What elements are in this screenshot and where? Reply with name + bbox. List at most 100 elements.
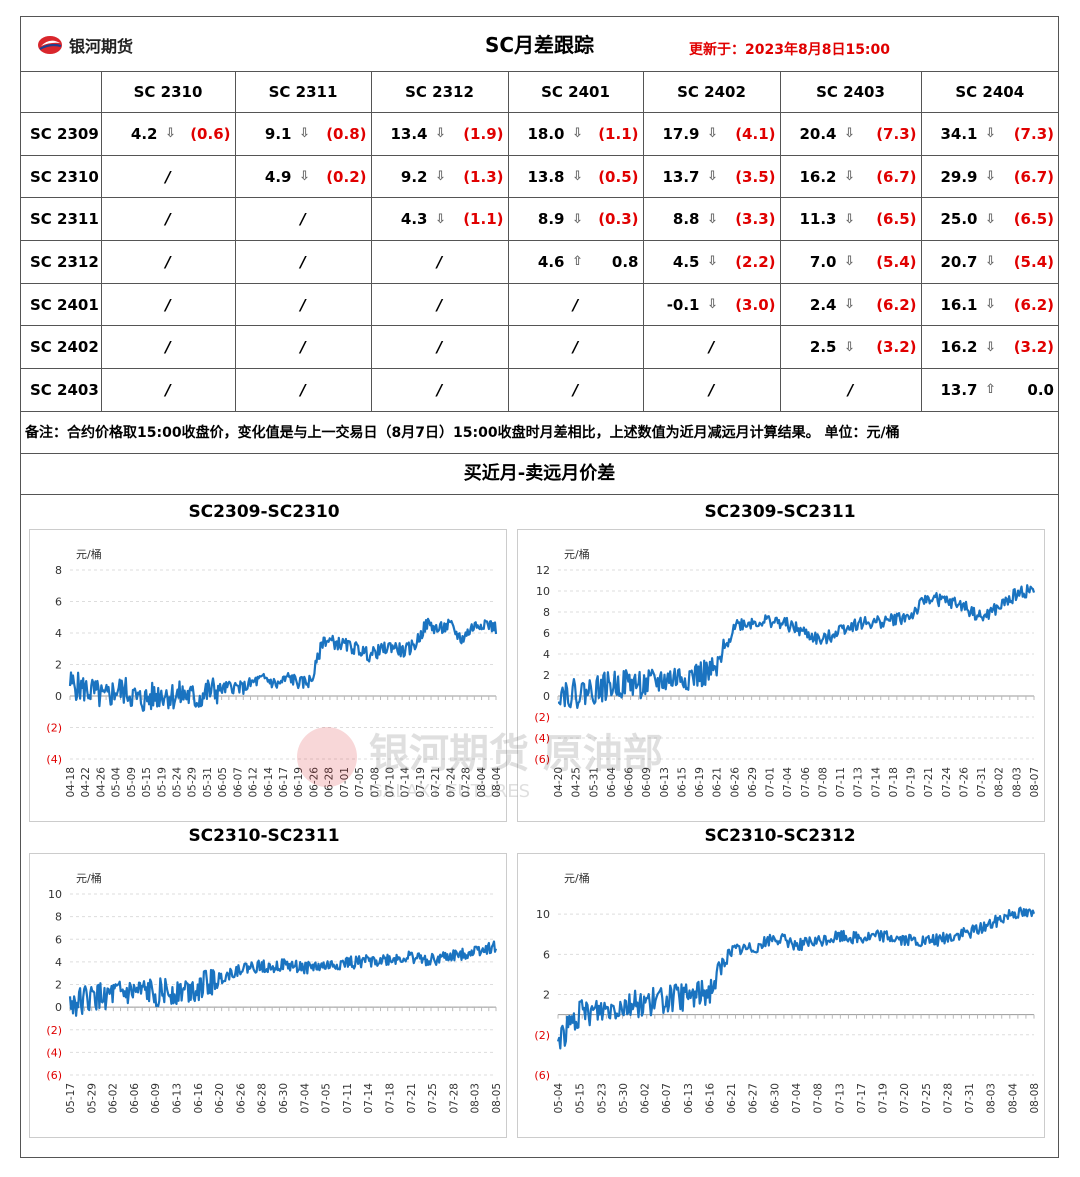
x-tick-label: 07-14 xyxy=(870,767,882,798)
x-tick-label: 04-18 xyxy=(65,767,77,798)
arrow-down-icon: ⇩ xyxy=(985,297,996,313)
x-tick-label: 07-28 xyxy=(942,1083,954,1114)
x-tick-label: 05-29 xyxy=(187,767,199,798)
x-tick-label: 05-31 xyxy=(588,767,600,798)
change-value: (6.2) xyxy=(1013,295,1054,314)
x-tick-label: 07-06 xyxy=(800,767,812,798)
x-tick-label: 07-04 xyxy=(782,767,794,798)
y-tick-label: 10 xyxy=(536,585,550,598)
empty-marker: / xyxy=(847,380,854,399)
change-value: (0.2) xyxy=(326,167,367,186)
change-value: (1.9) xyxy=(463,124,504,143)
y-tick-label: 2 xyxy=(543,989,550,1002)
y-tick-label: 12 xyxy=(536,564,550,577)
spread-cell: 13.7 ⇧ 0.0 xyxy=(920,368,1058,412)
y-tick-label: 4 xyxy=(55,956,62,969)
x-tick-label: 07-04 xyxy=(299,1083,311,1114)
spread-value: 13.7 xyxy=(662,167,700,186)
change-value: (4.1) xyxy=(735,124,776,143)
x-tick-label: 08-04 xyxy=(491,767,503,798)
arrow-down-icon: ⇩ xyxy=(435,126,446,142)
x-tick-label: 06-30 xyxy=(769,1083,781,1114)
spread-value: 4.3 xyxy=(400,210,428,229)
change-value: (0.5) xyxy=(598,167,639,186)
spread-cell: 2.5 ⇩ (3.2) xyxy=(779,325,922,370)
report-frame: 银河期货 SC月差跟踪 更新于：2023年8月8日15:00 SC 2310 SC… xyxy=(20,16,1059,1158)
x-tick-label: 07-08 xyxy=(813,1083,825,1114)
x-tick-label: 06-04 xyxy=(606,767,618,798)
spread-value: 2.5 xyxy=(809,338,837,357)
arrow-down-icon: ⇩ xyxy=(435,169,446,185)
spread-cell: -0.1 ⇩ (3.0) xyxy=(642,282,781,327)
spread-cell: / xyxy=(370,240,509,284)
spread-cell: / xyxy=(234,368,372,412)
empty-marker: / xyxy=(300,338,306,357)
report-header: 银河期货 SC月差跟踪 更新于：2023年8月8日15:00 xyxy=(21,17,1058,72)
x-tick-label: 05-29 xyxy=(86,1083,98,1114)
spread-cell: / xyxy=(100,325,236,370)
arrow-down-icon: ⇩ xyxy=(707,169,718,185)
spread-cell: / xyxy=(100,240,236,284)
change-value: (6.5) xyxy=(1013,210,1054,229)
change-value: (6.7) xyxy=(876,167,917,186)
empty-marker: / xyxy=(165,338,171,357)
table-row: SC 2309 4.2 ⇩ (0.6) 9.1 ⇩ (0.8) 13.4 ⇩ (1.9) 18.0 ⇩… xyxy=(21,112,1058,156)
x-tick-label: 06-14 xyxy=(263,767,275,798)
spread-cell: / xyxy=(370,368,509,412)
x-tick-label: 05-04 xyxy=(553,1083,565,1114)
x-tick-label: 07-01 xyxy=(765,767,777,798)
x-tick-label: 07-24 xyxy=(941,767,953,798)
spread-value: 2.4 xyxy=(809,295,837,314)
x-tick-label: 05-09 xyxy=(126,767,138,798)
spread-value: 34.1 xyxy=(940,124,978,143)
x-tick-label: 07-18 xyxy=(888,767,900,798)
y-axis-unit: 元/桶 xyxy=(564,547,590,561)
spread-value: 4.6 xyxy=(537,252,565,271)
x-tick-label: 06-16 xyxy=(704,1083,716,1114)
arrow-down-icon: ⇩ xyxy=(165,126,176,142)
x-tick-label: 07-18 xyxy=(385,1083,397,1114)
y-tick-label: (4) xyxy=(46,1046,62,1059)
empty-marker: / xyxy=(436,295,443,314)
row-header: SC 2402 xyxy=(21,325,102,370)
line-chart: 元/桶 8 6 4 2 0 (2) (4) 04-18 04-22 04-26 05-04 05-09 0… xyxy=(29,529,507,822)
x-tick-label: 06-16 xyxy=(193,1083,205,1114)
arrow-down-icon: ⇩ xyxy=(299,126,310,142)
x-tick-label: 07-17 xyxy=(856,1083,868,1114)
spread-cell: / xyxy=(507,282,644,327)
change-value: (6.2) xyxy=(876,295,917,314)
spread-value: -0.1 xyxy=(666,295,700,314)
arrow-down-icon: ⇩ xyxy=(844,254,855,270)
x-tick-label: 05-24 xyxy=(172,767,184,798)
x-tick-label: 06-06 xyxy=(624,767,636,798)
empty-marker: / xyxy=(300,295,306,314)
x-tick-label: 06-28 xyxy=(324,767,336,798)
x-tick-label: 07-01 xyxy=(339,767,351,798)
y-tick-label: 0 xyxy=(55,690,62,703)
spread-cell: / xyxy=(234,282,372,327)
y-tick-label: 2 xyxy=(55,979,62,992)
x-tick-label: 04-22 xyxy=(80,767,92,798)
spread-cell: / xyxy=(100,154,236,199)
x-tick-label: 07-11 xyxy=(835,767,847,798)
column-header: SC 2402 xyxy=(642,71,781,113)
x-tick-label: 06-26 xyxy=(235,1083,247,1114)
change-value: (6.5) xyxy=(876,210,917,229)
y-tick-label: 2 xyxy=(543,669,550,682)
x-tick-label: 07-10 xyxy=(385,767,397,798)
x-tick-label: 06-21 xyxy=(726,1083,738,1114)
arrow-down-icon: ⇩ xyxy=(572,126,583,142)
empty-marker: / xyxy=(572,295,579,314)
x-tick-label: 08-03 xyxy=(986,1083,998,1114)
galaxy-logo-icon xyxy=(38,36,62,54)
empty-marker: / xyxy=(165,167,171,186)
spread-cell: 16.1 ⇩ (6.2) xyxy=(920,282,1058,327)
empty-marker: / xyxy=(165,295,171,314)
x-tick-label: 07-14 xyxy=(400,767,412,798)
spread-value: 16.2 xyxy=(940,338,978,357)
change-value: (7.3) xyxy=(1013,124,1054,143)
y-tick-label: 0 xyxy=(55,1001,62,1014)
x-tick-label: 08-03 xyxy=(470,1083,482,1114)
x-tick-label: 04-20 xyxy=(553,767,565,798)
table-row: SC 2402 / / / / / 2.5 ⇩ (3.2) 16.2 ⇩ (3.2) xyxy=(21,325,1058,370)
